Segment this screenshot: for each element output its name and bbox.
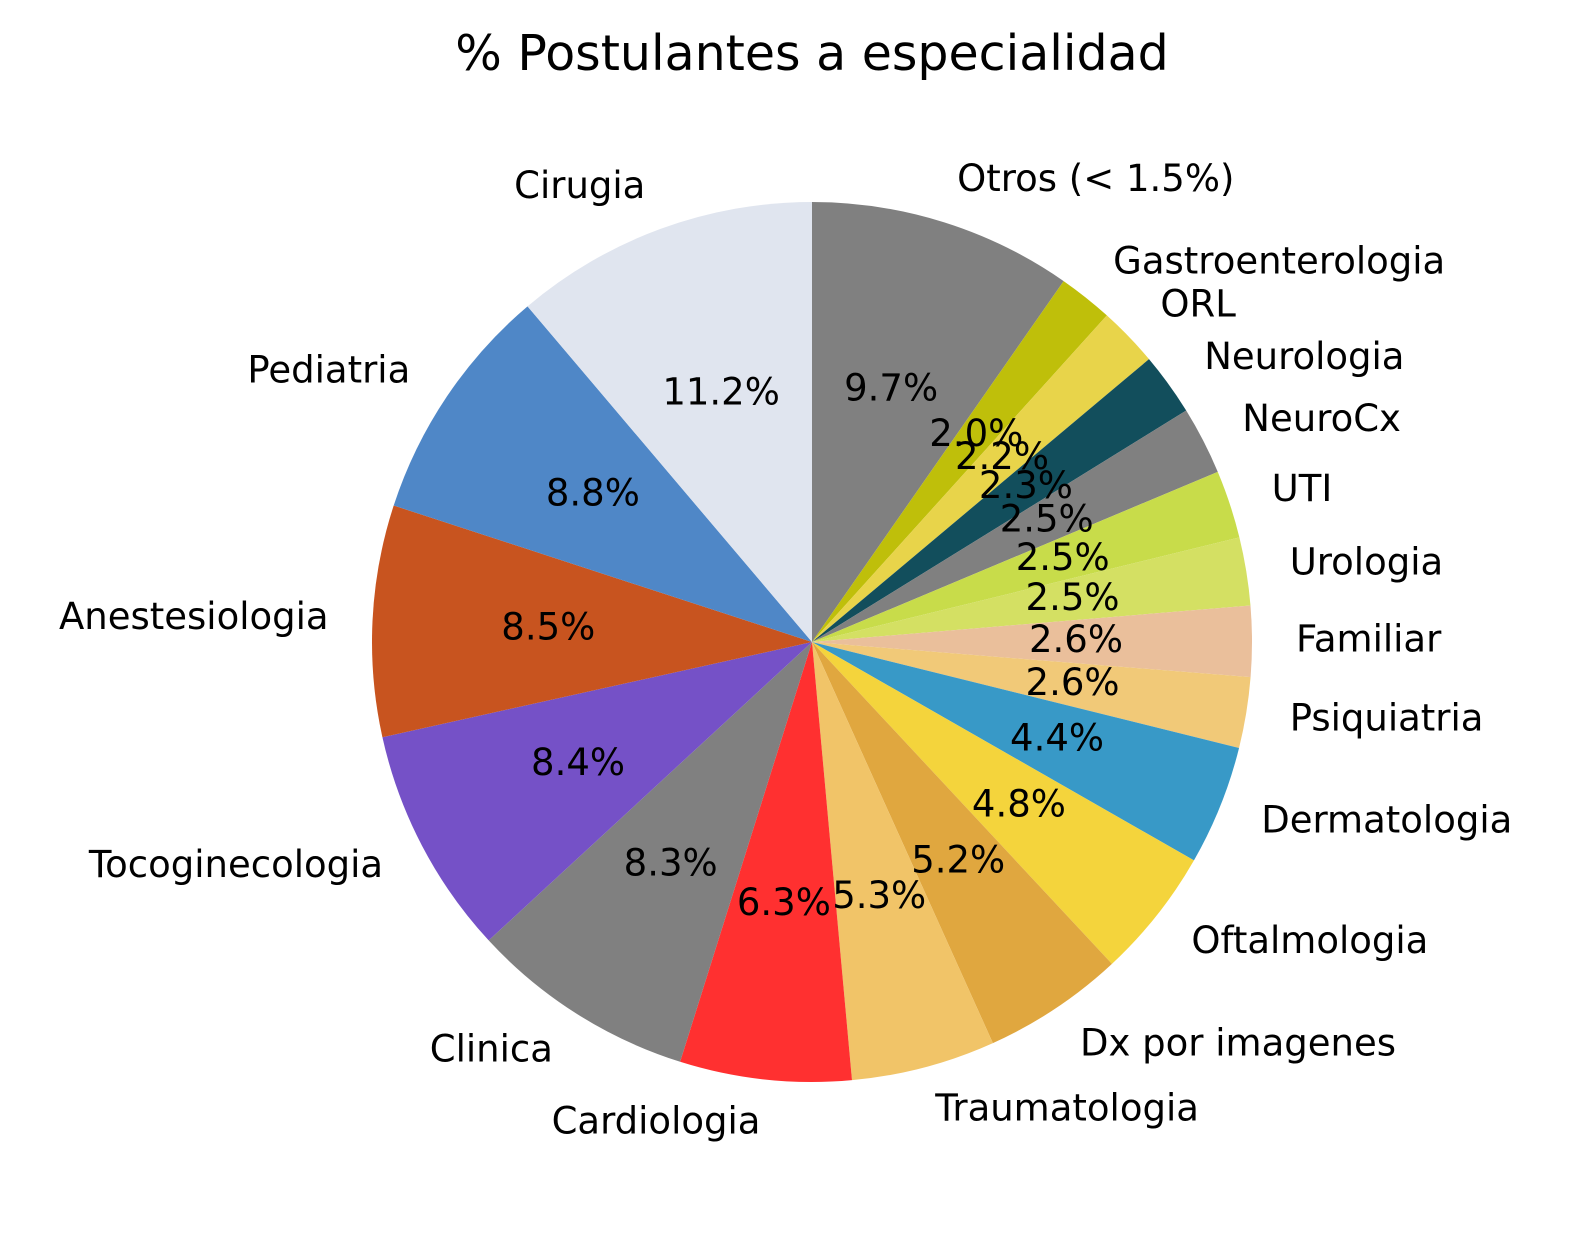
category-label-traumatologia: Traumatologia <box>934 1087 1199 1130</box>
pie-slices <box>372 202 1252 1082</box>
pct-label-gastroenterologia: 2.0% <box>929 412 1023 455</box>
category-label-cirugia: Cirugia <box>514 164 645 207</box>
pct-label-familiar: 2.6% <box>1029 618 1123 661</box>
pct-label-tocoginecologia: 8.4% <box>531 741 625 784</box>
pct-label-uti: 2.5% <box>1016 536 1110 579</box>
category-label-urologia: Urologia <box>1290 541 1443 584</box>
pct-label-orl: 2.2% <box>955 435 1049 478</box>
pie-slice-tocoginecologia <box>382 642 812 941</box>
pct-label-dx-por-imagenes: 5.2% <box>911 838 1005 881</box>
percentage-labels: 9.7%2.0%2.2%2.3%2.5%2.5%2.5%2.6%2.6%4.4%… <box>501 367 1123 924</box>
category-label-oftalmologia: Oftalmologia <box>1191 919 1428 962</box>
category-label-dermatologia: Dermatologia <box>1261 799 1512 842</box>
pie-slice-familiar <box>812 605 1252 678</box>
pie-slice-orl <box>812 315 1150 642</box>
pct-label-neurologia: 2.3% <box>979 464 1073 507</box>
pct-label-oftalmologia: 4.8% <box>972 782 1066 825</box>
pct-label-psiquiatria: 2.6% <box>1026 661 1120 704</box>
chart-title: % Postulantes a especialidad <box>455 25 1168 82</box>
category-label-pediatria: Pediatria <box>247 349 410 392</box>
category-label-gastroenterologia: Gastroenterologia <box>1113 240 1445 283</box>
category-label-clinica: Clinica <box>430 1027 553 1070</box>
category-label-cardiologia: Cardiologia <box>552 1100 761 1143</box>
pct-label-urologia: 2.5% <box>1026 576 1120 619</box>
pct-label-neurocx: 2.5% <box>1000 498 1094 541</box>
category-label-neurocx: NeuroCx <box>1242 397 1401 440</box>
category-label-psiquiatria: Psiquiatria <box>1290 696 1484 739</box>
pie-slice-gastroenterologia <box>812 281 1107 642</box>
pie-slice-dx-por-imagenes <box>812 642 1112 1044</box>
pie-slice-cirugia <box>527 202 812 642</box>
pie-slice-neurologia <box>812 359 1187 642</box>
pct-label-anestesiologia: 8.5% <box>501 606 595 649</box>
pie-slice-dermatologia <box>812 642 1240 861</box>
pie-slice-oftalmologia <box>812 642 1194 964</box>
category-label-anestesiologia: Anestesiologia <box>59 595 329 638</box>
pie-slice-anestesiologia <box>372 505 812 738</box>
pie-slice-cardiologia <box>680 642 852 1082</box>
pct-label-dermatologia: 4.4% <box>1010 717 1104 760</box>
category-label-neurologia: Neurologia <box>1204 335 1404 378</box>
pie-slice-traumatologia <box>812 642 993 1081</box>
pie-slice-otros-1-5 <box>812 202 1064 642</box>
category-label-dx-por-imagenes: Dx por imagenes <box>1080 1022 1396 1065</box>
category-label-tocoginecologia: Tocoginecologia <box>88 843 383 886</box>
pct-label-cirugia: 11.2% <box>662 371 780 414</box>
pct-label-cardiologia: 6.3% <box>737 881 831 924</box>
pie-slice-pediatria <box>393 306 812 642</box>
pct-label-clinica: 8.3% <box>624 841 718 884</box>
pct-label-pediatria: 8.8% <box>546 471 640 514</box>
category-label-uti: UTI <box>1272 467 1333 510</box>
pie-slice-psiquiatria <box>812 642 1251 748</box>
pct-label-otros-1-5: 9.7% <box>844 367 938 410</box>
category-label-familiar: Familiar <box>1296 618 1442 661</box>
pie-slice-urologia <box>812 537 1251 642</box>
pct-label-traumatologia: 5.3% <box>832 874 926 917</box>
category-label-otros-1-5: Otros (< 1.5%) <box>957 157 1234 200</box>
pie-slice-clinica <box>488 642 812 1062</box>
category-label-orl: ORL <box>1160 282 1236 325</box>
pie-slice-uti <box>812 471 1240 642</box>
pie-slice-neurocx <box>812 410 1218 642</box>
